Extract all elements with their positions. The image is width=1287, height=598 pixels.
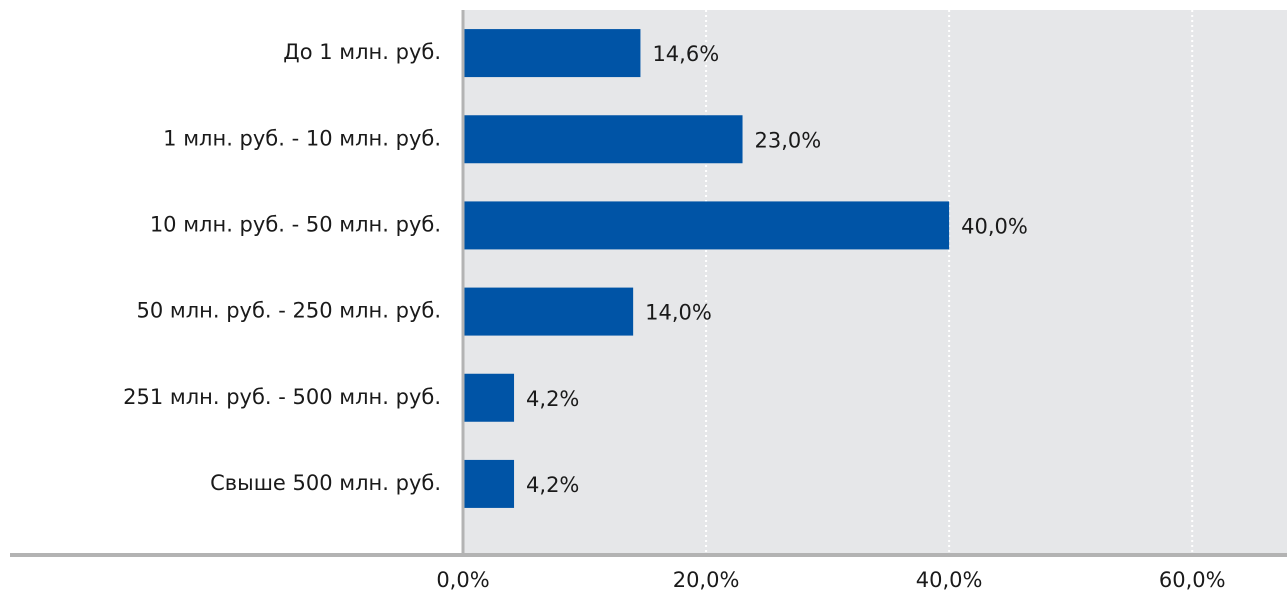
- data-label: 14,6%: [652, 42, 719, 66]
- bar: [463, 201, 950, 250]
- y-tick-label: Свыше 500 млн. руб.: [210, 471, 441, 495]
- plot-background: [463, 10, 1287, 555]
- bar: [463, 115, 743, 164]
- bar: [463, 459, 515, 508]
- x-tick-label: 40,0%: [916, 568, 983, 592]
- y-tick-label: 50 млн. руб. - 250 млн. руб.: [136, 299, 441, 323]
- bar: [463, 29, 641, 78]
- data-label: 14,0%: [645, 301, 712, 325]
- bar: [463, 287, 634, 336]
- bar: [463, 373, 515, 422]
- data-label: 40,0%: [961, 214, 1028, 238]
- data-label: 4,2%: [526, 387, 579, 411]
- data-label: 23,0%: [755, 128, 822, 152]
- y-tick-label: 1 млн. руб. - 10 млн. руб.: [163, 126, 441, 150]
- y-tick-label: 10 млн. руб. - 50 млн. руб.: [150, 212, 441, 236]
- y-tick-label: До 1 млн. руб.: [283, 40, 441, 64]
- y-tick-label: 251 млн. руб. - 500 млн. руб.: [123, 385, 441, 409]
- x-tick-label: 20,0%: [673, 568, 740, 592]
- x-tick-label: 60,0%: [1159, 568, 1226, 592]
- data-label: 4,2%: [526, 473, 579, 497]
- x-tick-label: 0,0%: [436, 568, 489, 592]
